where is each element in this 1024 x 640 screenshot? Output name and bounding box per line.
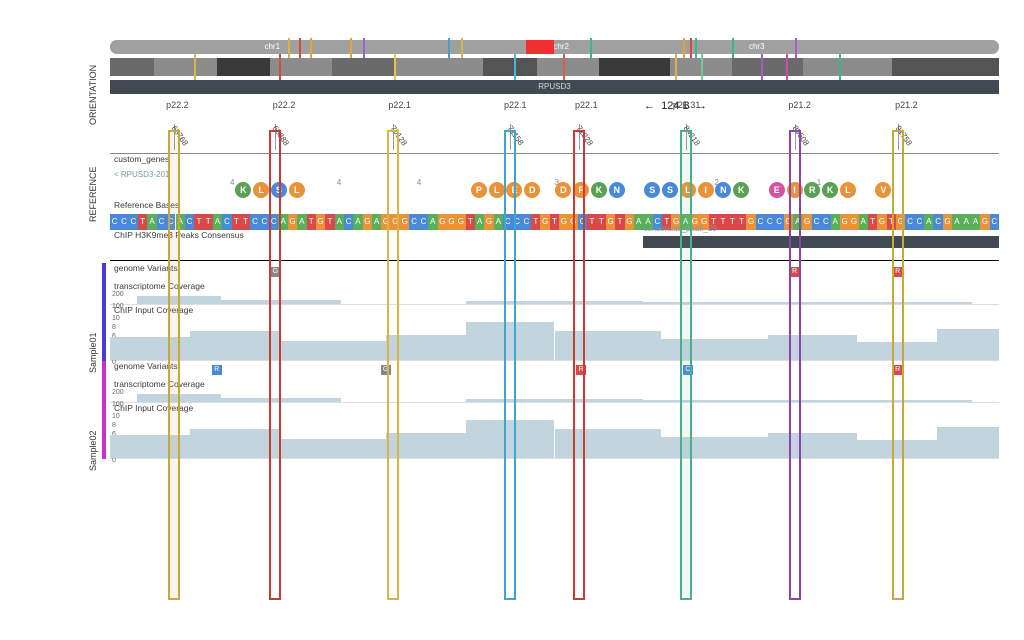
chrom-overview[interactable]: chr1chr2chr3 bbox=[110, 40, 999, 54]
custom-genes-title: custom_genes bbox=[114, 154, 169, 164]
variants-row: genome VariantsGRR bbox=[110, 263, 999, 281]
gene-band[interactable]: RPUSD3 bbox=[110, 80, 999, 94]
reference-block: REFERENCE custom_genes < RPUSD3-201 4443… bbox=[110, 154, 999, 261]
sample-block: Sample02genome VariantsRGRCRtranscriptom… bbox=[110, 361, 999, 459]
coverage-track[interactable]: ChIP Input Coverage1086420 bbox=[110, 403, 999, 459]
custom-genes-sub-label: < RPUSD3-201 bbox=[114, 170, 169, 179]
ref-bases-row[interactable]: CCCTACCACTTACTTCCCAGATGTACAGAGGGCCAGGGTA… bbox=[110, 214, 999, 230]
genome-viewer: ORIENTATION chr1chr2chr3 RPUSD3 ← 124 B … bbox=[110, 40, 999, 600]
sample-block: Sample01genome VariantsGRRtranscriptome … bbox=[110, 263, 999, 361]
aa-row: 444321KLSLPLEDDFKNSSLINKEIRKLV bbox=[110, 182, 999, 200]
divider bbox=[110, 260, 999, 261]
chrom-bands[interactable] bbox=[110, 58, 999, 76]
pband-row: ← 124 B → p22.2p22.2p22.1p22.1p22.1p21.3… bbox=[110, 100, 999, 120]
orientation-label: ORIENTATION bbox=[88, 40, 98, 150]
coverage-track[interactable]: transcriptome Coverage200100 bbox=[110, 379, 999, 403]
variants-row: genome VariantsRGRCR bbox=[110, 361, 999, 379]
gene-band-label: RPUSD3 bbox=[110, 80, 999, 94]
samples-container: Sample01genome VariantsGRRtranscriptome … bbox=[110, 263, 999, 459]
peaks-track: ChIP H3K9me3 Peaks Consensus consensus_p… bbox=[110, 230, 999, 258]
coverage-track[interactable]: ChIP Input Coverage1086420 bbox=[110, 305, 999, 361]
coverage-track[interactable]: transcriptome Coverage200100 bbox=[110, 281, 999, 305]
custom-genes-track: custom_genes bbox=[110, 154, 999, 170]
ref-bases-title-row: Reference Bases bbox=[110, 200, 999, 212]
ref-bases-title: Reference Bases bbox=[114, 200, 179, 210]
peaks-title: ChIP H3K9me3 Peaks Consensus bbox=[114, 230, 244, 240]
ruler[interactable]: 6876868888701287115871228842188950891758 bbox=[110, 124, 999, 154]
reference-side-label: REFERENCE bbox=[88, 144, 98, 244]
